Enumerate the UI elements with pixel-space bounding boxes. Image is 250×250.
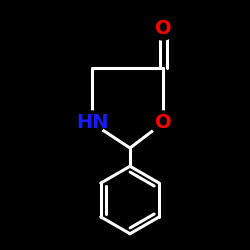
Text: O: O	[155, 114, 171, 132]
Text: HN: HN	[76, 114, 108, 132]
Circle shape	[151, 16, 175, 40]
Circle shape	[80, 111, 104, 135]
Circle shape	[151, 111, 175, 135]
Text: O: O	[155, 18, 171, 38]
